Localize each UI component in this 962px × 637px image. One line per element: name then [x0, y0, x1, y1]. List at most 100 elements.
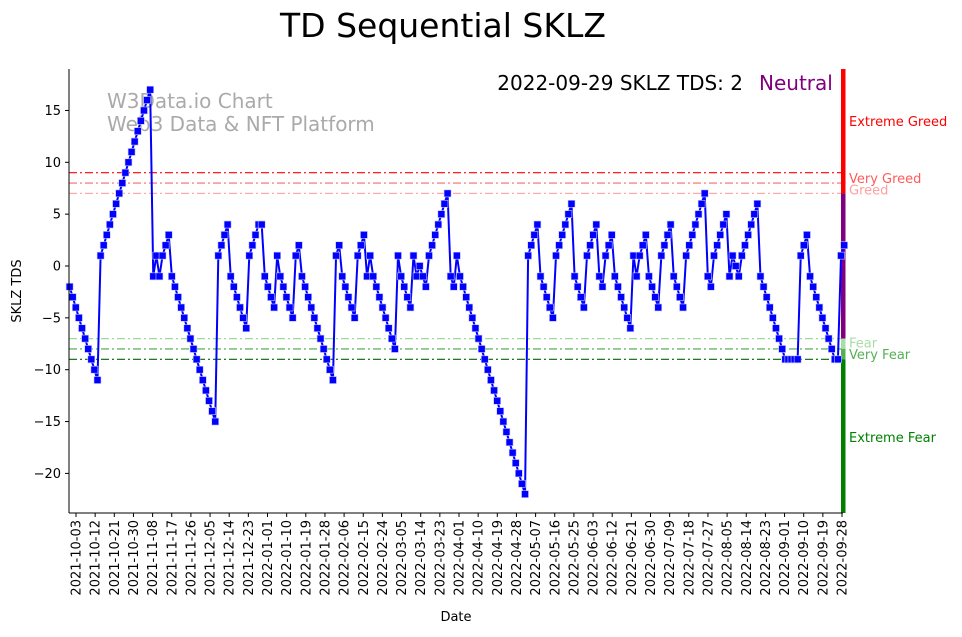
watermark-line-2: Web3 Data & NFT Platform	[107, 112, 375, 136]
data-point	[223, 220, 232, 229]
data-point	[567, 199, 576, 208]
data-point	[747, 220, 755, 229]
data-point	[171, 282, 179, 291]
data-point	[759, 282, 768, 291]
data-point	[518, 479, 526, 488]
data-point	[226, 272, 235, 281]
data-point	[546, 303, 554, 312]
x-tick-label: 2022-02-06	[338, 520, 353, 596]
x-tick-label: 2022-09-19	[816, 520, 831, 596]
data-point	[81, 334, 89, 343]
data-point	[394, 251, 402, 260]
data-point	[840, 241, 848, 250]
data-point	[638, 241, 647, 250]
x-tick-label: 2022-07-27	[701, 520, 716, 596]
data-point	[719, 220, 728, 229]
data-point	[332, 251, 340, 260]
data-point	[827, 345, 836, 353]
data-point	[700, 189, 709, 198]
data-point	[642, 231, 650, 239]
data-point	[753, 199, 762, 208]
x-tick-label: 2022-05-07	[529, 520, 544, 596]
data-point	[248, 241, 257, 250]
data-point	[666, 220, 675, 229]
x-tick-label: 2021-10-21	[108, 520, 123, 596]
data-point	[425, 251, 433, 260]
data-point	[549, 314, 557, 322]
data-point	[536, 272, 545, 281]
data-point	[260, 272, 269, 281]
data-point	[434, 220, 443, 229]
data-point	[772, 324, 780, 333]
data-point	[291, 251, 300, 260]
data-point	[264, 282, 272, 291]
data-point	[326, 365, 334, 374]
data-point	[812, 293, 821, 301]
data-point	[440, 199, 449, 208]
data-point	[564, 210, 573, 218]
y-tick-label: 0	[53, 260, 61, 275]
data-point	[140, 106, 148, 115]
data-point	[174, 293, 182, 301]
zone-bar-segment	[841, 348, 846, 360]
data-point	[217, 241, 226, 250]
data-point	[660, 241, 669, 250]
data-point	[716, 231, 725, 239]
data-point	[307, 303, 316, 312]
data-point	[428, 241, 436, 250]
data-point	[688, 231, 697, 239]
data-point	[415, 262, 424, 270]
data-point	[601, 251, 610, 260]
data-point	[800, 241, 808, 250]
x-tick-label: 2022-04-01	[453, 520, 468, 596]
data-point	[657, 251, 666, 260]
data-point	[632, 272, 641, 281]
data-point	[381, 314, 390, 322]
data-point	[496, 407, 505, 415]
data-point	[341, 282, 350, 291]
data-point	[511, 459, 520, 467]
y-tick-label: 5	[53, 208, 61, 223]
data-point	[778, 345, 786, 353]
data-point	[168, 272, 176, 281]
data-point	[285, 303, 294, 312]
data-point	[762, 293, 771, 301]
data-point	[598, 282, 607, 291]
data-point	[453, 251, 461, 260]
y-tick-label: 10	[44, 156, 61, 171]
zone-bar-segment	[841, 359, 846, 513]
zone-label: Very Greed	[849, 172, 921, 187]
data-point	[208, 407, 216, 415]
data-point	[106, 220, 114, 229]
data-point	[558, 231, 567, 239]
data-point	[837, 251, 845, 260]
data-point	[360, 231, 368, 239]
data-point	[205, 397, 213, 405]
x-tick-label: 2022-09-28	[836, 520, 851, 596]
data-point	[617, 293, 625, 301]
zone-label: Very Fear	[849, 348, 911, 363]
data-point	[728, 251, 737, 260]
data-point	[570, 272, 579, 281]
data-point	[288, 314, 297, 322]
data-point	[233, 293, 241, 301]
data-point	[282, 293, 291, 301]
data-point	[199, 376, 207, 384]
data-point	[580, 303, 588, 312]
data-point	[480, 355, 489, 364]
data-point	[806, 272, 814, 281]
zone-bar-segment	[841, 193, 846, 339]
data-point	[803, 231, 811, 239]
x-tick-label: 2021-10-12	[89, 520, 104, 596]
data-point	[542, 293, 551, 301]
data-point	[697, 199, 706, 208]
data-point	[809, 282, 817, 291]
data-point	[93, 376, 102, 384]
data-point	[586, 241, 594, 250]
data-point	[490, 386, 498, 395]
data-point	[484, 365, 492, 374]
data-point	[437, 210, 446, 218]
data-point	[589, 231, 597, 239]
zone-label: Fear	[849, 337, 878, 352]
